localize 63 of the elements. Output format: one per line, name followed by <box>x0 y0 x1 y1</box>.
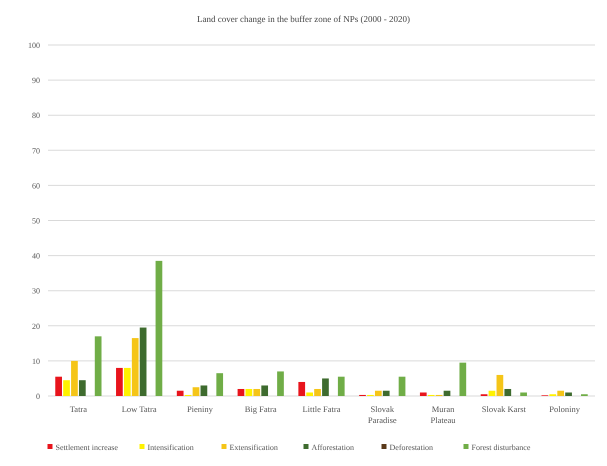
bar <box>140 328 146 396</box>
x-tick-label: Poloniny <box>549 404 581 414</box>
x-tick-label: Slovak Karst <box>482 404 527 414</box>
bar <box>192 387 200 396</box>
y-tick-label: 70 <box>32 146 40 156</box>
x-tick-label: Slovak Paradise <box>368 404 397 425</box>
bar <box>398 376 406 396</box>
legend-label: Settlement increase <box>56 443 118 452</box>
y-tick-label: 30 <box>32 286 40 296</box>
bar <box>63 380 70 396</box>
bar <box>314 388 321 396</box>
bar <box>277 371 284 396</box>
bar <box>132 338 139 396</box>
y-tick-label: 0 <box>36 392 40 401</box>
chart-title: Land cover change in the buffer zone of NPs (2000 - 2020) <box>196 14 410 24</box>
bar <box>55 376 62 396</box>
bar <box>488 390 496 396</box>
bar <box>253 388 260 396</box>
x-tick-label: Big Fatra <box>244 404 277 414</box>
x-tick-label: Pieniny <box>186 404 214 414</box>
bar <box>298 382 306 396</box>
bar <box>116 368 123 396</box>
bar <box>520 392 527 396</box>
legend-label: Intensification <box>148 443 194 452</box>
bar <box>504 388 512 396</box>
y-tick-label: 100 <box>28 41 40 50</box>
bar <box>374 390 382 396</box>
bar <box>306 392 313 396</box>
bar <box>216 373 224 396</box>
bar <box>78 380 86 396</box>
bar <box>322 378 329 396</box>
x-tick-label: Little Fatra <box>302 404 341 414</box>
legend-label: Extensification <box>230 443 278 452</box>
bar <box>238 388 244 396</box>
y-tick-label: 90 <box>32 76 40 86</box>
bar <box>382 390 390 396</box>
bar <box>565 392 572 396</box>
y-tick-label: 60 <box>32 181 40 190</box>
x-tick-label: Tatra <box>70 404 88 414</box>
bar <box>420 392 427 396</box>
bar <box>338 376 345 396</box>
bar <box>444 390 450 396</box>
x-tick-label: Low Tatra <box>122 404 157 414</box>
legend-label: Deforestation <box>390 443 434 452</box>
y-tick-label: 10 <box>32 356 40 366</box>
y-tick-label: 40 <box>32 252 40 261</box>
bar <box>261 385 268 396</box>
y-tick-label: 20 <box>32 322 40 331</box>
legend-label: Afforestation <box>312 443 354 452</box>
bar <box>246 388 252 396</box>
bar <box>200 385 208 396</box>
x-tick-label: Muran Plateau <box>430 404 456 425</box>
bar <box>176 390 184 396</box>
bar <box>496 374 504 396</box>
bar <box>71 360 78 396</box>
y-tick-label: 80 <box>32 111 40 120</box>
y-tick-label: 50 <box>32 216 40 226</box>
bar <box>156 260 162 396</box>
bar <box>557 390 564 396</box>
legend-label: Forest disturbance <box>472 443 531 452</box>
bar <box>459 362 466 396</box>
bar <box>124 368 131 396</box>
bar <box>94 336 102 396</box>
